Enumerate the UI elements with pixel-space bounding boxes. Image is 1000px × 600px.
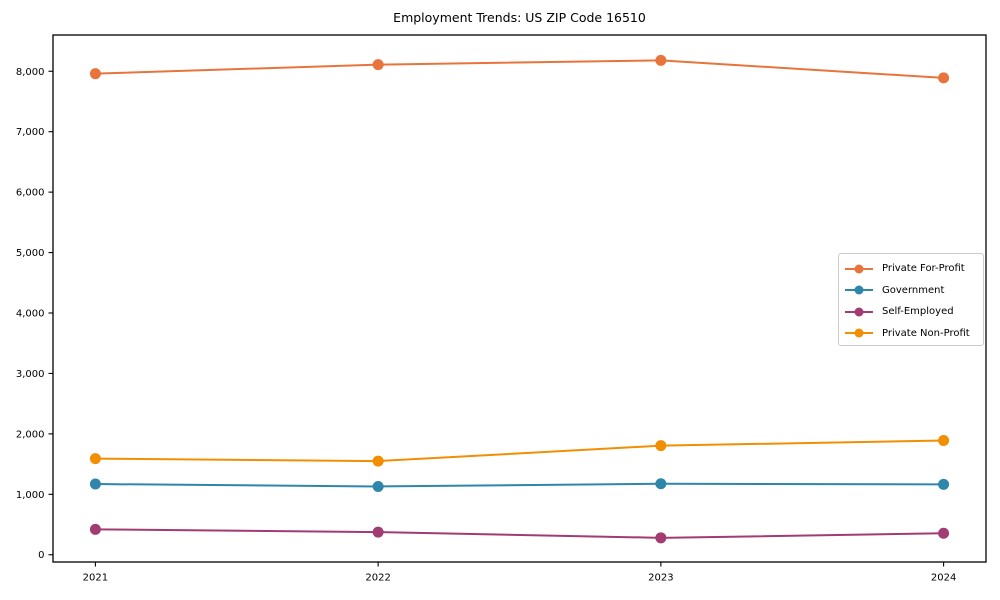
legend-label-private-non-profit: Private Non-Profit bbox=[882, 327, 970, 339]
data-point-self-employed-2024 bbox=[938, 527, 950, 539]
data-point-government-2023 bbox=[655, 478, 667, 490]
data-point-government-2022 bbox=[372, 480, 384, 492]
legend: Private For-Profit Government Self-Employe… bbox=[838, 253, 984, 346]
legend-item-private-non-profit: Private Non-Profit bbox=[844, 323, 983, 345]
y-tick-label: 5,000 bbox=[16, 248, 45, 259]
legend-marker-icon bbox=[854, 285, 864, 295]
y-tick-label: 1,000 bbox=[16, 490, 45, 501]
y-tick-label: 6,000 bbox=[16, 188, 45, 199]
y-tick-label: 8,000 bbox=[16, 67, 45, 78]
data-point-private-non-profit-2023 bbox=[655, 440, 667, 452]
data-point-self-employed-2022 bbox=[372, 526, 384, 538]
data-point-private-non-profit-2024 bbox=[938, 435, 950, 447]
legend-item-government: Government bbox=[844, 280, 983, 302]
legend-label-self-employed: Self-Employed bbox=[882, 306, 954, 318]
data-point-private-for-profit-2023 bbox=[655, 54, 667, 66]
data-point-self-employed-2021 bbox=[89, 523, 101, 535]
y-tick-label: 3,000 bbox=[16, 369, 45, 380]
legend-sample-government bbox=[845, 285, 873, 295]
legend-sample-private-non-profit bbox=[845, 328, 873, 338]
x-tick-label: 2023 bbox=[648, 573, 673, 584]
legend-marker-icon bbox=[854, 328, 864, 338]
series-line-private-for-profit bbox=[95, 59, 944, 79]
legend-sample-private-for-profit bbox=[845, 264, 873, 274]
data-point-private-for-profit-2022 bbox=[372, 59, 384, 71]
data-point-self-employed-2023 bbox=[655, 532, 667, 544]
chart-title: Employment Trends: US ZIP Code 16510 bbox=[393, 10, 646, 25]
data-point-private-for-profit-2021 bbox=[89, 68, 101, 80]
data-point-private-non-profit-2021 bbox=[89, 453, 101, 465]
y-tick-label: 2,000 bbox=[16, 429, 45, 440]
plot-box bbox=[52, 34, 987, 563]
y-tick-label: 4,000 bbox=[16, 309, 45, 320]
y-tick-label: 7,000 bbox=[16, 127, 45, 138]
data-point-government-2021 bbox=[89, 478, 101, 490]
x-tick-label: 2021 bbox=[83, 573, 108, 584]
series-line-private-non-profit bbox=[95, 439, 944, 463]
x-tick-label: 2024 bbox=[931, 573, 956, 584]
data-point-private-for-profit-2024 bbox=[938, 72, 950, 84]
series-line-government bbox=[95, 482, 944, 488]
series-line-self-employed bbox=[95, 528, 944, 539]
legend-item-self-employed: Self-Employed bbox=[844, 301, 983, 323]
data-point-government-2024 bbox=[938, 478, 950, 490]
legend-item-private-for-profit: Private For-Profit bbox=[844, 258, 983, 280]
legend-marker-icon bbox=[854, 264, 864, 274]
x-tick-label: 2022 bbox=[365, 573, 390, 584]
y-tick-label: 0 bbox=[38, 550, 44, 561]
data-point-private-non-profit-2022 bbox=[372, 455, 384, 467]
legend-label-government: Government bbox=[882, 284, 945, 296]
legend-label-private-for-profit: Private For-Profit bbox=[882, 263, 965, 275]
legend-marker-icon bbox=[854, 307, 864, 317]
legend-sample-self-employed bbox=[845, 307, 873, 317]
